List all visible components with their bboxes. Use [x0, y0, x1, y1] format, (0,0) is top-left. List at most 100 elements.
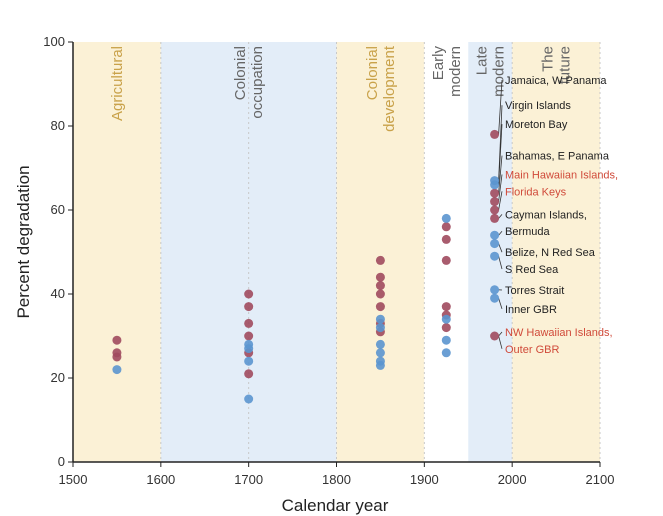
- point-red: [244, 289, 254, 299]
- point-red: [112, 335, 122, 345]
- period-labels: Agricultural Colonial occupation Colonial de…: [109, 45, 574, 132]
- period-band: [424, 42, 469, 462]
- leader-line: [498, 155, 503, 194]
- leader-line: [498, 243, 503, 253]
- point-blue: [375, 348, 385, 358]
- period-label: The future: [540, 46, 574, 84]
- point-red: [375, 281, 385, 291]
- period-band: [336, 42, 425, 462]
- period-label-line: Early: [430, 46, 447, 81]
- x-tick-label: 1900: [410, 472, 439, 487]
- data-points: [112, 129, 500, 404]
- y-tick-label: 0: [58, 454, 65, 469]
- leader-line: [498, 191, 503, 211]
- point-red: [112, 352, 122, 362]
- point-blue: [490, 293, 500, 303]
- annotation-leaders: [498, 79, 503, 349]
- point-red: [375, 302, 385, 312]
- point-blue: [490, 180, 500, 190]
- site-annotation: Torres Strait: [505, 285, 564, 297]
- point-red: [490, 197, 500, 207]
- period-label-line: future: [557, 46, 574, 84]
- x-axis-label: Calendar year: [282, 496, 389, 515]
- point-blue: [375, 314, 385, 324]
- leader-line: [498, 124, 503, 185]
- x-tick-label: 1500: [59, 472, 88, 487]
- period-label: Late modern: [474, 46, 508, 97]
- point-red: [490, 205, 500, 215]
- period-label-line: Colonial: [232, 46, 249, 100]
- point-blue: [490, 230, 500, 240]
- point-blue: [441, 335, 451, 345]
- point-red: [375, 289, 385, 299]
- point-blue: [490, 239, 500, 249]
- leader-line: [498, 298, 503, 310]
- site-annotation: Bermuda: [505, 226, 551, 238]
- point-red: [375, 255, 385, 265]
- period-label-line: occupation: [249, 46, 266, 119]
- point-blue: [375, 339, 385, 349]
- y-axis-label: Percent degradation: [14, 165, 33, 318]
- site-annotation: S Red Sea: [505, 264, 559, 276]
- site-annotation: Belize, N Red Sea: [505, 247, 596, 259]
- x-axis-ticks: 1500 1600 1700 1800 1900 2000 2100: [59, 462, 615, 487]
- point-blue: [441, 348, 451, 358]
- site-annotation: Bahamas, E Panama: [505, 151, 610, 163]
- point-red: [244, 369, 254, 379]
- x-tick-label: 2000: [498, 472, 527, 487]
- leader-line: [498, 256, 503, 270]
- point-blue: [490, 285, 500, 295]
- point-blue: [244, 344, 254, 354]
- x-tick-label: 2100: [586, 472, 615, 487]
- leader-line: [498, 79, 503, 135]
- point-red: [244, 318, 254, 328]
- point-blue: [375, 323, 385, 333]
- x-tick-label: 1600: [146, 472, 175, 487]
- period-label: Colonial occupation: [232, 46, 266, 119]
- point-blue: [441, 213, 451, 223]
- site-annotation: Cayman Islands,: [505, 209, 587, 221]
- period-label: Agricultural: [109, 46, 126, 121]
- site-annotation: Moreton Bay: [505, 119, 568, 131]
- period-band: [73, 42, 161, 462]
- site-annotation: Main Hawaiian Islands,: [505, 170, 618, 182]
- period-label-line: Late: [474, 46, 491, 75]
- point-red: [490, 129, 500, 139]
- leader-line: [498, 230, 503, 236]
- period-label-line: The: [540, 46, 557, 72]
- period-band: [512, 42, 600, 462]
- point-red: [375, 272, 385, 282]
- period-label-line: Colonial: [364, 46, 381, 100]
- y-tick-label: 80: [51, 118, 65, 133]
- point-blue: [244, 394, 254, 404]
- point-red: [490, 188, 500, 198]
- y-tick-label: 60: [51, 202, 65, 217]
- point-blue: [244, 356, 254, 366]
- period-label-line: modern: [447, 46, 464, 97]
- period-band: [468, 42, 513, 462]
- site-annotation: Inner GBR: [505, 304, 557, 316]
- point-blue: [112, 365, 122, 375]
- period-label: Early modern: [430, 46, 464, 97]
- period-label-line: Agricultural: [109, 46, 126, 121]
- x-tick-label: 1700: [234, 472, 263, 487]
- point-blue: [375, 360, 385, 370]
- leader-line: [498, 174, 503, 202]
- x-tick-label: 1800: [322, 472, 351, 487]
- point-blue: [490, 251, 500, 261]
- point-red: [490, 213, 500, 223]
- site-annotation: NW Hawaiian Islands,: [505, 327, 613, 339]
- point-red: [441, 302, 451, 312]
- leader-line: [498, 331, 503, 337]
- period-label-line: development: [381, 45, 398, 132]
- point-red: [441, 323, 451, 333]
- leader-line: [498, 335, 503, 349]
- period-label: Colonial development: [364, 45, 398, 132]
- site-annotation: Jamaica, W Panama: [505, 75, 607, 87]
- site-annotation: Outer GBR: [505, 344, 559, 356]
- y-tick-label: 100: [43, 34, 65, 49]
- point-red: [244, 331, 254, 341]
- y-tick-label: 20: [51, 370, 65, 385]
- annotations: Jamaica, W Panama Virgin Islands Moreton B…: [505, 75, 618, 356]
